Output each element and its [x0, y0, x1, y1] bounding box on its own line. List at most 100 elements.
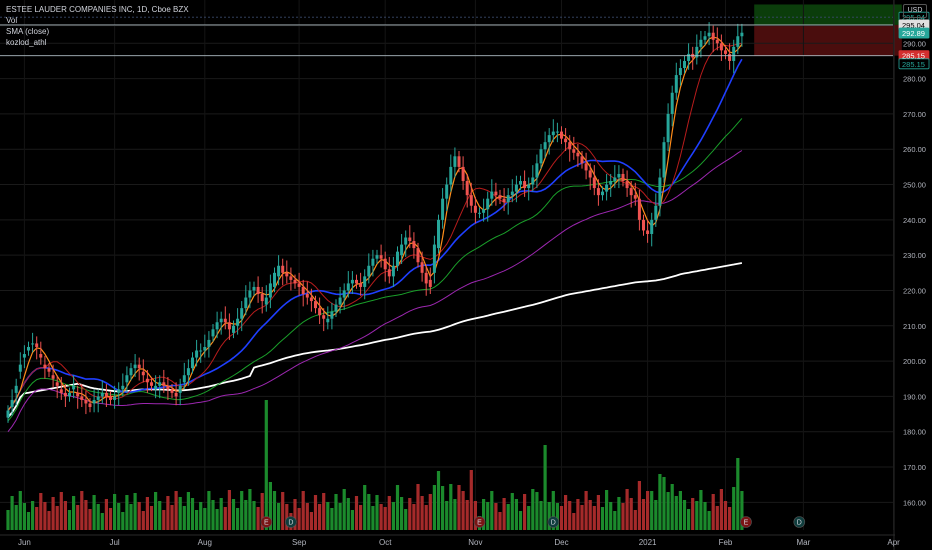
- candle-body: [601, 191, 604, 196]
- candle-body: [346, 283, 350, 291]
- volume-bar: [236, 508, 240, 530]
- candle-body: [43, 364, 47, 369]
- candle-body: [457, 156, 461, 167]
- volume-bar: [670, 484, 674, 530]
- candle-body: [482, 209, 486, 213]
- horizontal-levels[interactable]: [0, 16, 893, 57]
- candle-body: [510, 191, 514, 196]
- candle-body: [424, 272, 428, 284]
- candle-body: [305, 294, 309, 298]
- volume-bar: [88, 509, 92, 530]
- candle-body: [359, 283, 363, 287]
- volume-bar: [674, 496, 678, 530]
- volume-bar: [600, 507, 605, 530]
- volume-bar: [629, 498, 633, 530]
- volume-bar: [145, 497, 149, 530]
- candle-body: [80, 396, 84, 400]
- candle-body: [584, 163, 588, 171]
- candle-body: [39, 354, 43, 358]
- candle-body: [498, 195, 502, 199]
- volume-indicator-label[interactable]: Vol: [6, 16, 18, 25]
- volume-bar: [55, 506, 59, 530]
- volume-bar: [387, 496, 391, 530]
- price-tick-label: 270.00: [903, 110, 926, 119]
- candle-body: [199, 350, 203, 352]
- event-marker: [473, 516, 486, 528]
- candle-body: [330, 311, 334, 319]
- candle-body: [478, 212, 481, 214]
- candle-body: [137, 364, 141, 369]
- volume-bar: [186, 492, 190, 530]
- candle-body: [387, 269, 391, 277]
- custom-indicator-label[interactable]: kozlod_athl: [6, 38, 47, 47]
- volume-bar: [223, 507, 227, 530]
- volume-bar: [482, 499, 486, 530]
- candle-body: [728, 53, 732, 61]
- volume-bar: [592, 506, 596, 530]
- volume-bar: [699, 490, 703, 530]
- volume-bar: [84, 500, 88, 530]
- candle-body: [76, 392, 80, 397]
- ma-50-line: [7, 150, 743, 433]
- price-tick-label: 180.00: [903, 428, 926, 437]
- price-tag-label: 285.15: [902, 60, 925, 69]
- price-tag-label: 292.89: [902, 29, 925, 38]
- price-tick-label: 220.00: [903, 286, 926, 295]
- candle-body: [662, 142, 666, 178]
- candle-body: [707, 32, 711, 37]
- candle-body: [371, 258, 375, 266]
- month-label: Oct: [379, 538, 392, 547]
- volume-bar: [596, 495, 600, 530]
- time-axis[interactable]: Jun Jul Aug Sep Oct Nov Dec 2021 Feb Mar Apr: [0, 534, 900, 547]
- candle-body: [10, 399, 14, 408]
- volume-bar: [494, 503, 498, 530]
- price-axis[interactable]: 160.00 170.00 180.00 190.00 200.00 210.00 220.…: [893, 0, 930, 550]
- candle-body: [449, 166, 453, 185]
- candle-body: [740, 32, 744, 37]
- volume-bar: [473, 501, 477, 530]
- volume-bar: [531, 489, 535, 530]
- month-label: Jun: [18, 538, 31, 547]
- symbol-title[interactable]: ESTEE LAUDER COMPANIES INC, 1D, Cboe BZX: [6, 5, 189, 14]
- volume-bar: [350, 510, 354, 530]
- volume-bar: [420, 496, 424, 530]
- candle-body: [256, 286, 260, 295]
- candle-body: [555, 131, 559, 133]
- price-tick-label: 280.00: [903, 75, 926, 84]
- candle-body: [428, 279, 432, 287]
- volume-bar: [514, 499, 518, 530]
- candle-body: [695, 46, 699, 58]
- event-marker: [547, 516, 560, 528]
- candle-body: [543, 142, 547, 150]
- candle-body: [736, 36, 740, 47]
- candle-body: [301, 286, 305, 295]
- candle-body: [621, 173, 625, 182]
- candle-body: [342, 290, 346, 298]
- event-marker-label: E: [264, 520, 269, 527]
- candle-body: [35, 343, 39, 347]
- volume-bar: [719, 489, 723, 530]
- volume-bar: [551, 491, 555, 530]
- currency-button[interactable]: USD: [903, 4, 927, 18]
- candle-body: [22, 354, 26, 358]
- candle-body: [580, 156, 584, 164]
- volume-bar: [59, 492, 63, 530]
- volume-bar: [313, 495, 318, 530]
- candle-body: [383, 258, 387, 270]
- candle-body: [133, 364, 137, 369]
- sma-indicator-label[interactable]: SMA (close): [6, 27, 50, 36]
- volume-bar: [26, 512, 31, 530]
- chart-legend: ESTEE LAUDER COMPANIES INC, 1D, Cboe BZX…: [6, 4, 189, 48]
- volume-bar: [252, 501, 256, 530]
- candle-body: [437, 219, 440, 249]
- volume-bar: [359, 505, 363, 530]
- volume-bar: [215, 509, 219, 530]
- volume-bar: [178, 497, 182, 530]
- candle-body: [186, 368, 190, 376]
- candle-body: [666, 113, 670, 143]
- volume-bar: [555, 503, 559, 530]
- candle-body: [63, 392, 67, 397]
- candle-body: [215, 322, 219, 330]
